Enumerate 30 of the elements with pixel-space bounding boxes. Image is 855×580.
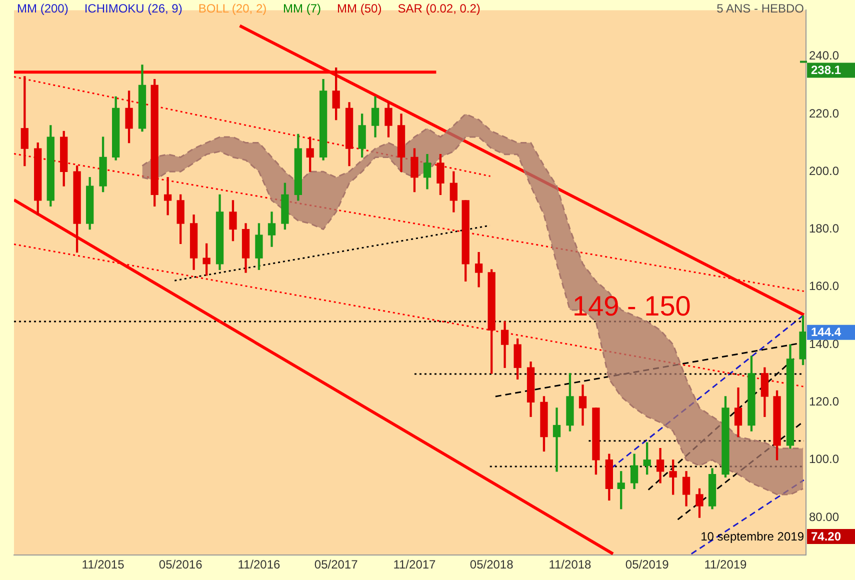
- y-tick-label: 100.0: [809, 452, 840, 466]
- y-tick-label: 160.0: [809, 279, 840, 294]
- x-tick-label: 05/2016: [158, 558, 203, 572]
- annotation: 144.4: [811, 325, 842, 340]
- x-tick-label: 05/2018: [470, 558, 514, 572]
- x-tick-label: 11/2015: [82, 558, 125, 572]
- annotation: MM (50): [337, 1, 382, 16]
- y-tick-label: 200.0: [809, 164, 840, 178]
- x-tick-label: 11/2017: [393, 558, 436, 572]
- y-tick-label: 120.0: [809, 394, 840, 409]
- annotation: BOLL (20, 2): [198, 1, 267, 16]
- text: 74.20: [811, 529, 842, 544]
- y-tick-label: 240.0: [809, 48, 840, 63]
- annotation: 10 septembre 2019: [700, 529, 804, 544]
- annotation: 149 - 150: [572, 290, 691, 322]
- y-tick-label: 80.00: [809, 510, 840, 524]
- x-tick-label: 11/2018: [548, 558, 592, 572]
- annotation: MM (7): [283, 1, 322, 16]
- y-tick-label: 140.0: [809, 336, 840, 351]
- annotation: SAR (0.02, 0.2): [398, 1, 480, 16]
- ref-line-label: 238.1: [811, 63, 842, 78]
- annotation: ICHIMOKU (26, 9): [84, 1, 182, 16]
- x-tick-label: 05/2019: [625, 558, 670, 572]
- y-tick-label: 180.0: [809, 222, 840, 236]
- chart-subtitle: 5 ANS - HEBDO: [716, 1, 804, 16]
- annotation: MM (200): [17, 1, 68, 16]
- x-tick-label: 11/2019: [704, 558, 748, 572]
- x-tick-label: 05/2017: [314, 558, 358, 572]
- x-tick-label: 11/2016: [238, 558, 281, 572]
- y-tick-label: 220.0: [809, 106, 840, 120]
